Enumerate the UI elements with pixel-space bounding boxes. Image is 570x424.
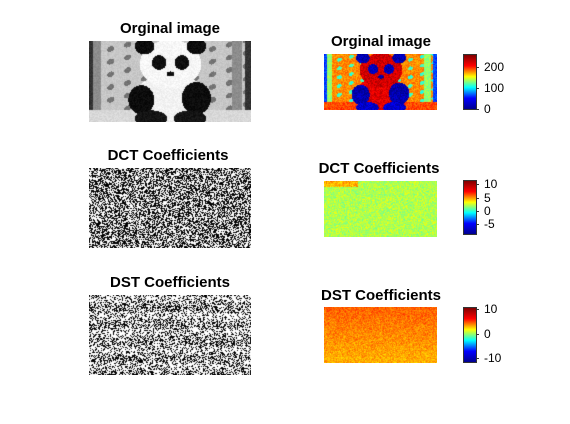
tick-mark <box>476 211 479 212</box>
dct-binary-image <box>89 168 251 248</box>
left-title-dst: DST Coefficients <box>109 274 231 291</box>
tick-mark <box>476 67 479 68</box>
dct-jet-image <box>324 181 437 237</box>
tick-mark <box>476 184 479 185</box>
right-title-dct: DCT Coefficients <box>318 160 440 177</box>
colorbar-tick-label: 100 <box>484 81 505 95</box>
right-title-dst: DST Coefficients <box>320 287 442 304</box>
right-title-original: Orginal image <box>330 33 432 50</box>
tick-mark <box>476 334 479 335</box>
tick-mark <box>476 224 479 225</box>
colorbar-tick-label: 0 <box>484 327 491 341</box>
colorbar-dst <box>463 307 477 363</box>
left-title-dct: DCT Coefficients <box>107 147 229 164</box>
tick-mark <box>476 309 479 310</box>
dst-binary-image <box>89 295 251 375</box>
tick-mark <box>476 198 479 199</box>
colorbar-tick-label: 0 <box>484 102 491 116</box>
left-title-original: Orginal image <box>119 20 221 37</box>
colorbar-tick-label: 10 <box>484 302 498 316</box>
colorbar-original <box>463 54 477 110</box>
colorbar-tick-label: 200 <box>484 60 505 74</box>
tick-mark <box>476 358 479 359</box>
colorbar-tick-label: 5 <box>484 191 491 205</box>
panda-jet-image <box>324 54 437 110</box>
colorbar-tick-label: -10 <box>484 351 502 365</box>
tick-mark <box>476 88 479 89</box>
colorbar-tick-label: -5 <box>484 217 495 231</box>
colorbar-tick-label: 0 <box>484 204 491 218</box>
colorbar-dct <box>463 180 477 235</box>
colorbar-tick-label: 10 <box>484 177 498 191</box>
dst-jet-image <box>324 307 437 363</box>
panda-grayscale-image <box>89 41 251 122</box>
tick-mark <box>476 109 479 110</box>
